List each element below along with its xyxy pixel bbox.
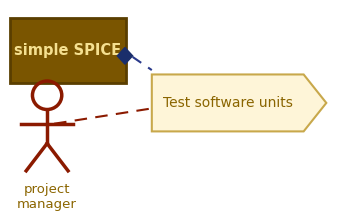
Text: project
manager: project manager	[17, 183, 77, 211]
Text: simple SPICE: simple SPICE	[15, 43, 121, 58]
Text: Test software units: Test software units	[163, 96, 293, 110]
FancyBboxPatch shape	[10, 18, 126, 83]
Polygon shape	[117, 48, 133, 64]
Polygon shape	[152, 74, 326, 131]
